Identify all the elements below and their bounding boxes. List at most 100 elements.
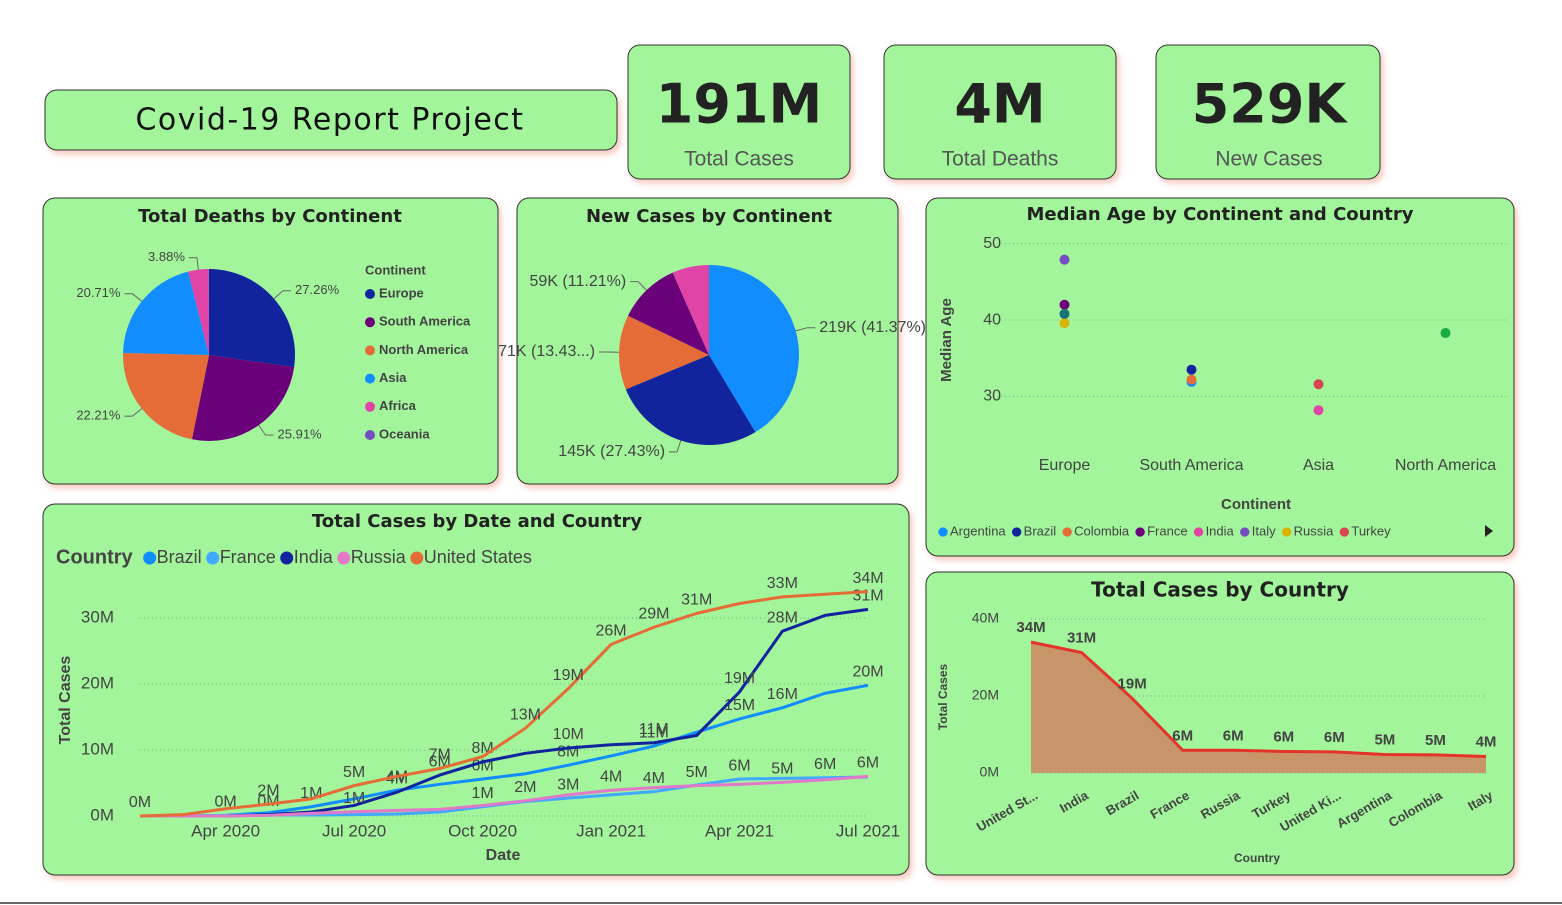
data-label: 4M bbox=[1476, 733, 1497, 750]
legend-label: Russia bbox=[351, 547, 407, 567]
pie-slice bbox=[709, 265, 799, 433]
area bbox=[1031, 642, 1486, 773]
data-label: 0M bbox=[129, 794, 151, 811]
pie-slice bbox=[628, 272, 709, 355]
x-tick-label: Jul 2020 bbox=[322, 821, 386, 840]
data-label: 11M bbox=[639, 721, 669, 738]
leader-line bbox=[669, 440, 682, 453]
pie-slice bbox=[625, 355, 756, 446]
y-tick-label: 20M bbox=[972, 687, 999, 703]
y-axis-title: Median Age bbox=[938, 298, 955, 382]
data-label: 34M bbox=[852, 570, 883, 587]
data-label: 27.26% bbox=[295, 282, 340, 297]
kpi-card bbox=[627, 44, 851, 180]
legend-label: Asia bbox=[379, 370, 407, 385]
data-label: 2M bbox=[514, 779, 536, 796]
x-tick-label: Jan 2021 bbox=[576, 821, 646, 840]
leader-line bbox=[258, 424, 274, 436]
legend-marker bbox=[365, 289, 375, 299]
kpi-value: 191M bbox=[656, 73, 822, 136]
y-tick-label: 30M bbox=[81, 607, 114, 626]
data-label: 4M bbox=[643, 770, 665, 787]
kpi-value: 529K bbox=[1192, 73, 1349, 136]
legend-marker bbox=[206, 551, 220, 565]
data-label: 5M bbox=[343, 764, 365, 781]
scatter-point bbox=[1313, 379, 1324, 390]
legend-label: France bbox=[220, 547, 276, 567]
chart-title: Total Deaths by Continent bbox=[138, 206, 402, 227]
pie-slice bbox=[672, 265, 709, 355]
chart-title: Total Cases by Date and Country bbox=[312, 511, 643, 532]
y-tick-label: 30 bbox=[983, 388, 1001, 405]
leader-line bbox=[188, 257, 199, 270]
data-label: 1M bbox=[343, 790, 365, 807]
x-tick-label: North America bbox=[1395, 457, 1496, 474]
y-tick-label: 10M bbox=[81, 739, 114, 758]
scatter-point bbox=[1313, 405, 1324, 416]
x-axis-title: Country bbox=[1234, 851, 1280, 865]
data-label: 15M bbox=[724, 697, 755, 714]
kpi-label: Total Cases bbox=[684, 148, 794, 171]
pie-slice bbox=[209, 269, 295, 368]
data-label: 10M bbox=[553, 726, 584, 743]
scatter-point bbox=[1186, 374, 1197, 385]
kpi-label: Total Deaths bbox=[942, 148, 1059, 171]
x-tick-label: Oct 2020 bbox=[448, 821, 517, 840]
leader-line bbox=[630, 281, 647, 291]
legend-marker bbox=[1240, 527, 1250, 537]
legend-marker bbox=[365, 401, 375, 412]
legend-label: United States bbox=[424, 547, 532, 567]
legend-marker bbox=[1062, 527, 1072, 537]
y-axis-title: Total Cases bbox=[57, 656, 74, 745]
data-label: 6M bbox=[1324, 729, 1345, 746]
data-label: 25.91% bbox=[278, 426, 323, 441]
legend-label: South America bbox=[379, 314, 471, 329]
legend-marker bbox=[1339, 527, 1350, 537]
leader-line bbox=[124, 293, 143, 302]
data-label: 20.71% bbox=[76, 285, 121, 300]
y-tick-label: 0M bbox=[90, 805, 114, 824]
pie-slice bbox=[188, 269, 209, 355]
scatter-point bbox=[1186, 364, 1197, 375]
legend-label: Oceania bbox=[379, 426, 430, 441]
legend-marker bbox=[1011, 527, 1022, 537]
y-tick-label: 40M bbox=[972, 610, 999, 626]
legend-label: Russia bbox=[1294, 523, 1335, 538]
y-tick-label: 40 bbox=[983, 311, 1001, 328]
kpi-label: New Cases bbox=[1215, 148, 1322, 171]
data-label: 6M bbox=[728, 757, 750, 774]
line bbox=[1030, 640, 1487, 758]
kpi-value: 4M bbox=[954, 73, 1045, 136]
data-label: 6M bbox=[857, 755, 879, 772]
legend-label: Italy bbox=[1252, 523, 1276, 538]
scatter-point bbox=[1440, 328, 1451, 339]
legend-label: Argentina bbox=[950, 523, 1006, 538]
data-label: 34M bbox=[1016, 619, 1045, 636]
legend-marker bbox=[365, 345, 375, 356]
data-label: 8M bbox=[471, 740, 493, 757]
kpi-card bbox=[883, 44, 1117, 180]
scatter-point bbox=[1059, 308, 1070, 319]
legend-label: Turkey bbox=[1351, 523, 1391, 538]
leader-line bbox=[273, 290, 292, 300]
pie-slice bbox=[191, 355, 295, 441]
chart-title: Median Age by Continent and Country bbox=[1027, 204, 1414, 225]
line bbox=[140, 774, 869, 818]
legend-next-arrow[interactable] bbox=[1485, 525, 1493, 537]
data-label: 219K (41.37%) bbox=[819, 319, 926, 336]
legend-label: France bbox=[1147, 523, 1187, 538]
y-tick-label: 50 bbox=[983, 235, 1001, 252]
legend-marker bbox=[1281, 527, 1292, 537]
data-label: 19M bbox=[1118, 675, 1147, 692]
data-label: 33M bbox=[767, 575, 798, 592]
data-label: 6M bbox=[1223, 727, 1244, 744]
legend-label: Brazil bbox=[1024, 523, 1057, 538]
data-label: 2M bbox=[257, 782, 279, 799]
data-label: 6M bbox=[1172, 727, 1193, 744]
pie-slice bbox=[123, 352, 209, 440]
data-label: 145K (27.43%) bbox=[558, 443, 665, 460]
legend-marker bbox=[280, 551, 294, 565]
data-label: 22.21% bbox=[76, 408, 121, 423]
data-label: 13M bbox=[510, 706, 541, 723]
